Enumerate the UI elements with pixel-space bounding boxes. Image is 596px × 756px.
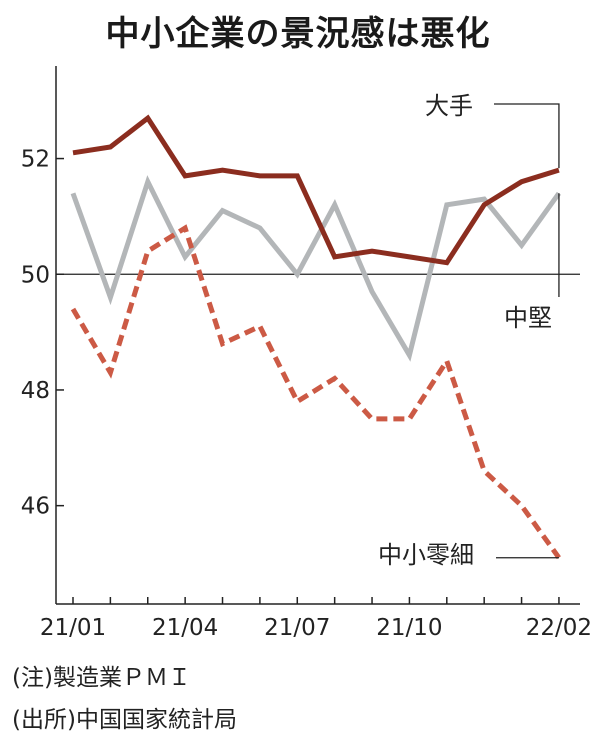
- series-line-oote: [72, 114, 560, 266]
- line-chart: 46 48 50 52 21/01 21/04 21/07 21/10 22/02 大手中堅中小…: [21, 66, 592, 641]
- x-tick-label: 21/10: [376, 615, 442, 641]
- series-layer: [70, 114, 561, 560]
- axes: 46 48 50 52 21/01 21/04 21/07 21/10 22/02: [21, 66, 592, 641]
- series-label-chuken: 中堅: [504, 304, 552, 332]
- x-tick-label: 21/04: [152, 615, 218, 641]
- leader-line: [494, 103, 560, 169]
- y-tick-label: 52: [21, 147, 50, 173]
- series-label-oote: 大手: [425, 92, 473, 120]
- x-tick-label: 21/01: [40, 615, 106, 641]
- y-tick-label: 48: [21, 378, 50, 404]
- series-line-chuken: [70, 175, 561, 362]
- y-tick-label: 50: [21, 262, 50, 288]
- chart-title: 中小企業の景況感は悪化: [105, 14, 491, 54]
- x-tick-label: 22/02: [526, 615, 592, 641]
- series-line-chusho-reisai: [70, 224, 561, 560]
- series-label-chusho-reisai: 中小零細: [378, 541, 474, 569]
- footnote: (注)製造業ＰＭＩ: [12, 665, 191, 691]
- y-tick-label: 46: [21, 494, 50, 520]
- source-note: (出所)中国国家統計局: [12, 707, 237, 733]
- x-tick-label: 21/07: [264, 615, 330, 641]
